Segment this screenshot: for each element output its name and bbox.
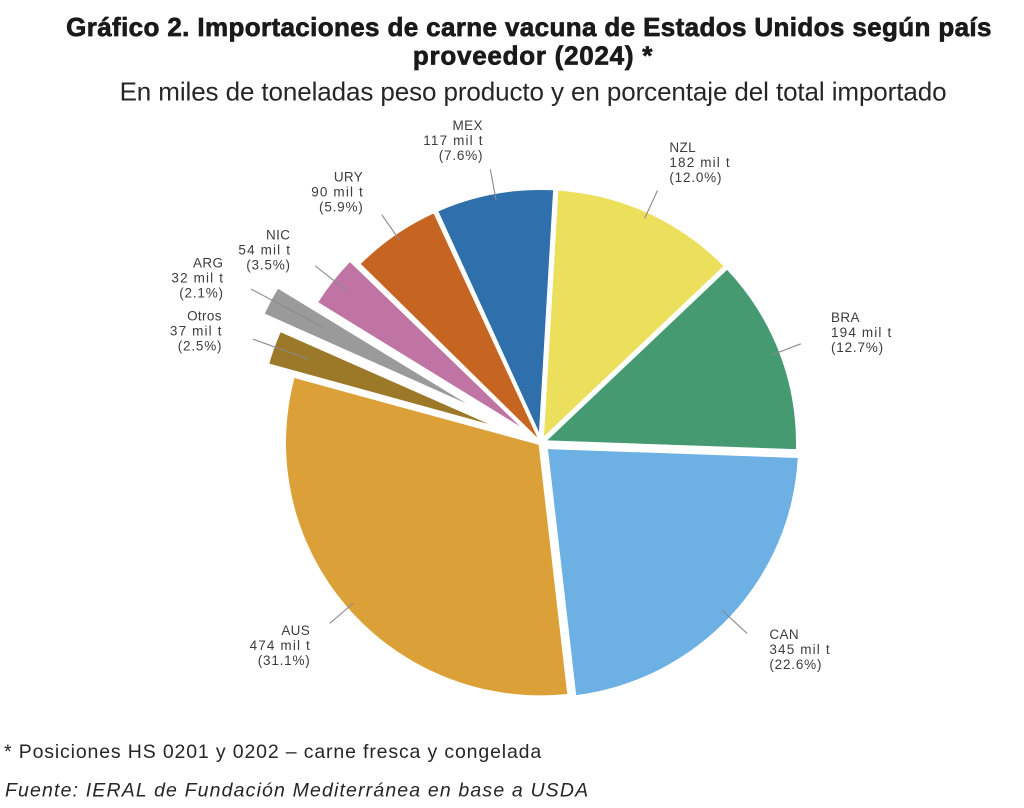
svg-text:BRA: BRA xyxy=(831,310,860,325)
svg-text:URY: URY xyxy=(334,170,363,185)
svg-text:32 mil t: 32 mil t xyxy=(171,271,224,286)
svg-text:Otros: Otros xyxy=(187,309,222,324)
svg-text:Gráfico 2. Importaciones de ca: Gráfico 2. Importaciones de carne vacuna… xyxy=(66,12,992,42)
svg-text:AUS: AUS xyxy=(281,623,310,638)
svg-text:En miles de toneladas peso pro: En miles de toneladas peso producto y en… xyxy=(120,76,947,106)
svg-text:(2.1%): (2.1%) xyxy=(179,286,224,301)
svg-text:(7.6%): (7.6%) xyxy=(439,148,484,163)
svg-text:ARG: ARG xyxy=(193,256,223,271)
svg-text:NIC: NIC xyxy=(266,228,290,243)
svg-text:90 mil t: 90 mil t xyxy=(311,185,364,200)
svg-text:proveedor (2024) *: proveedor (2024) * xyxy=(413,40,653,70)
svg-text:54 mil t: 54 mil t xyxy=(238,243,291,258)
svg-text:(22.6%): (22.6%) xyxy=(769,657,822,672)
svg-text:37 mil t: 37 mil t xyxy=(170,324,223,339)
svg-text:Fuente: IERAL de Fundación Med: Fuente: IERAL de Fundación Mediterránea … xyxy=(5,780,589,802)
svg-text:194 mil t: 194 mil t xyxy=(831,325,892,340)
svg-text:(31.1%): (31.1%) xyxy=(258,653,311,668)
svg-text:182 mil t: 182 mil t xyxy=(669,155,730,170)
svg-text:(12.7%): (12.7%) xyxy=(831,340,884,355)
svg-text:(12.0%): (12.0%) xyxy=(669,170,722,185)
svg-text:117 mil t: 117 mil t xyxy=(423,133,483,148)
svg-text:CAN: CAN xyxy=(769,627,799,642)
svg-text:474 mil t: 474 mil t xyxy=(250,638,311,653)
svg-text:* Posiciones HS 0201 y 0202 –: * Posiciones HS 0201 y 0202 – carne fres… xyxy=(4,741,542,763)
svg-text:NZL: NZL xyxy=(669,140,696,155)
svg-text:(5.9%): (5.9%) xyxy=(319,200,364,215)
svg-text:MEX: MEX xyxy=(453,118,483,133)
svg-text:(3.5%): (3.5%) xyxy=(246,258,291,273)
svg-text:(2.5%): (2.5%) xyxy=(178,339,223,354)
svg-text:345 mil t: 345 mil t xyxy=(769,642,830,657)
